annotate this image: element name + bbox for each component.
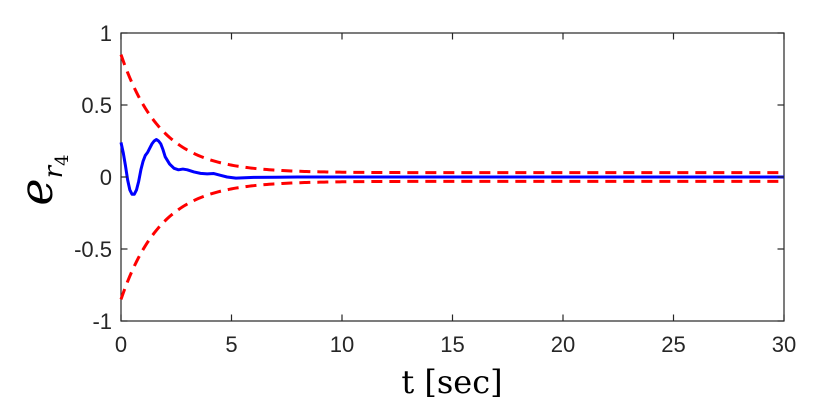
bound-line-upper [119,54,784,175]
series-layer [119,54,784,300]
tick-layer: 0 5 10 15 20 25 30 1 0.5 0 -0.5 -1 [74,21,796,357]
y-tick-label: 0 [100,165,112,190]
x-tick-label: 0 [115,332,127,357]
x-tick-label: 5 [225,332,237,357]
y-tick-label: -0.5 [74,237,112,262]
x-tick-label: 20 [551,332,575,357]
y-axis-label-base: e [9,178,63,205]
y-tick-label: -1 [92,309,112,334]
y-axis-label: er4 [9,154,73,205]
y-axis-label-sub: r [39,164,69,178]
x-tick-label: 25 [661,332,685,357]
x-tick-label: 30 [772,332,796,357]
x-axis-label: t [sec] [401,363,502,401]
y-tick-label: 1 [100,21,112,46]
x-tick-label: 10 [330,332,354,357]
error-signal-line [119,138,784,196]
y-axis-label-subsub: 4 [52,154,73,165]
svg-text:er4: er4 [9,154,73,205]
y-tick-label: 0.5 [81,93,112,118]
x-tick-label: 15 [440,332,464,357]
bound-line-lower [119,179,784,300]
plot-area: 0 5 10 15 20 25 30 1 0.5 0 -0.5 -1 [74,21,796,357]
